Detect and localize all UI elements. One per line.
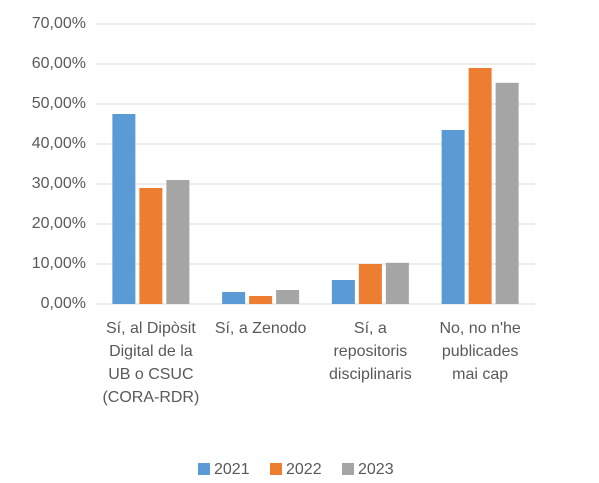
x-tick-label: Sí, a Zenodo: [214, 320, 307, 337]
y-tick-label: 50,00%: [32, 95, 86, 112]
legend-label: 2021: [214, 461, 250, 478]
y-tick-label: 0,00%: [41, 295, 86, 312]
bar: [276, 290, 300, 304]
y-tick-label: 40,00%: [32, 135, 86, 152]
y-tick-label: 30,00%: [32, 175, 86, 192]
y-tick-label: 10,00%: [32, 255, 86, 272]
bar: [331, 280, 355, 304]
legend-label: 2022: [286, 461, 322, 478]
bar: [249, 296, 273, 304]
x-tick-label: No, no n'he publicades mai cap: [439, 320, 521, 383]
y-tick-label: 60,00%: [32, 55, 86, 72]
legend-swatch: [342, 463, 354, 475]
bar: [139, 188, 163, 304]
bar: [468, 68, 492, 304]
bar: [166, 180, 190, 304]
bar: [112, 114, 136, 304]
legend-swatch: [198, 463, 210, 475]
legend-label: 2023: [358, 461, 394, 478]
legend-swatch: [270, 463, 282, 475]
y-tick-label: 70,00%: [32, 15, 86, 32]
x-tick-label: Sí, al Dipòsit Digital de la UB o CSUC (…: [102, 320, 200, 406]
bar: [385, 262, 409, 304]
bar: [358, 264, 382, 304]
x-tick-label: Sí, a repositoris disciplinaris: [329, 320, 412, 383]
bar: [495, 82, 519, 304]
bar: [441, 130, 465, 304]
y-tick-label: 20,00%: [32, 215, 86, 232]
bar: [222, 292, 246, 304]
